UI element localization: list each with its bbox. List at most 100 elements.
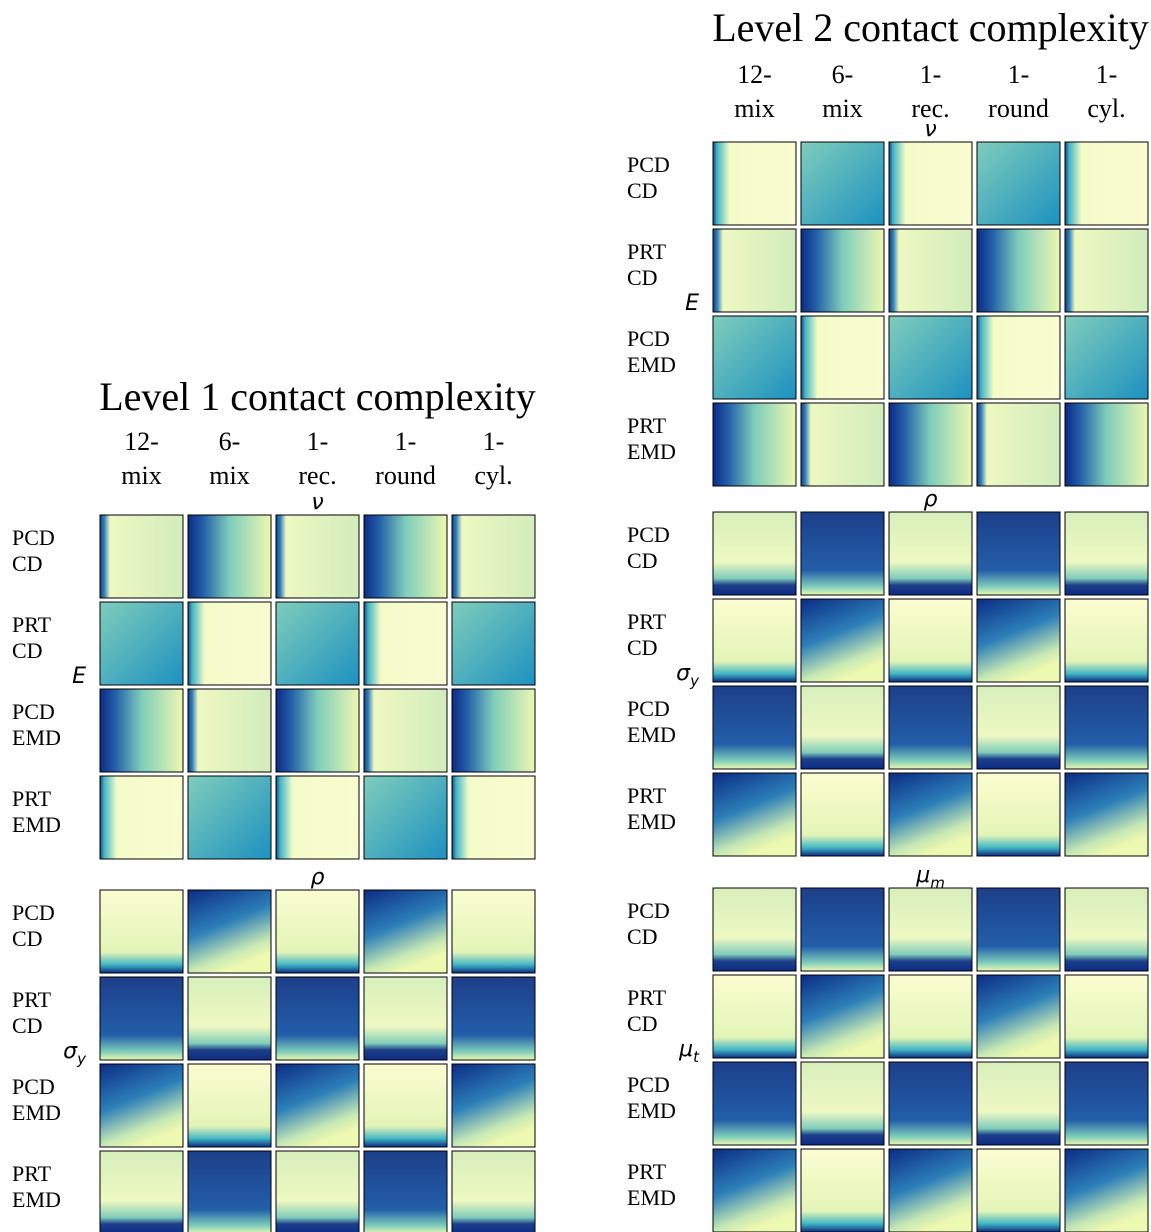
heatmap-cell (363, 688, 448, 773)
heatmap-cell (800, 511, 885, 596)
column-header: mix (121, 461, 161, 490)
heatmap-cell (363, 514, 448, 599)
y-axis-label: σy (676, 661, 700, 690)
heatmap-cell (187, 601, 272, 686)
heatmap-cell (712, 402, 797, 487)
heatmap-cell (976, 228, 1061, 313)
heatmap-cell (363, 1150, 448, 1232)
heatmap-cell (99, 1150, 184, 1232)
row-label: EMD (627, 809, 676, 834)
row-label: EMD (627, 722, 676, 747)
heatmap-cell (275, 976, 360, 1061)
heatmap-cell (712, 974, 797, 1059)
heatmap-cell (1064, 598, 1149, 683)
heatmap-cell (451, 976, 536, 1061)
row-label: PRT (627, 985, 667, 1010)
heatmap-cell (800, 228, 885, 313)
heatmap-cell (99, 889, 184, 974)
heatmap-cell (976, 974, 1061, 1059)
heatmap-cell (1064, 511, 1149, 596)
heatmap-cell (1064, 772, 1149, 857)
heatmap-cell (976, 1061, 1061, 1146)
row-label: PCD (12, 699, 55, 724)
x-axis-label-base: ρ (924, 487, 938, 512)
row-label: CD (627, 265, 658, 290)
heatmap-cell (888, 315, 973, 400)
column-header: cyl. (474, 461, 512, 490)
heatmap-cell (712, 685, 797, 770)
row-label: PCD (627, 152, 670, 177)
heatmap-cell (888, 598, 973, 683)
y-axis-label-base: σ (676, 661, 691, 686)
column-header: rec. (911, 94, 949, 123)
heatmap-cell (275, 601, 360, 686)
column-header: 1- (1096, 60, 1118, 89)
heatmap-cell (451, 688, 536, 773)
column-header: mix (209, 461, 249, 490)
y-axis-label-base: μ (678, 1037, 693, 1062)
heatmap-cell (712, 511, 797, 596)
heatmap-cell (976, 402, 1061, 487)
y-axis-label-base: σ (63, 1039, 78, 1064)
heatmap-cell (888, 685, 973, 770)
heatmap-cell (99, 688, 184, 773)
y-axis-label-base: E (685, 291, 699, 316)
heatmap-cell (888, 772, 973, 857)
y-axis-label: E (685, 291, 699, 316)
heatmap-cell (99, 601, 184, 686)
row-label: CD (627, 924, 658, 949)
heatmap-cell (976, 598, 1061, 683)
heatmap-cell (363, 1063, 448, 1148)
heatmap-cell (1064, 974, 1149, 1059)
row-label: EMD (627, 439, 676, 464)
heatmap-cell (1064, 402, 1149, 487)
heatmap-cell (976, 511, 1061, 596)
heatmap-cell (888, 887, 973, 972)
column-header: 1- (920, 60, 942, 89)
row-label: CD (627, 635, 658, 660)
heatmap-cell (1064, 1061, 1149, 1146)
heatmap-cell (888, 402, 973, 487)
row-label: PCD (627, 522, 670, 547)
column-header: 6- (832, 60, 854, 89)
heatmap-cell (275, 1150, 360, 1232)
heatmap-cell (275, 1063, 360, 1148)
row-label: PRT (12, 987, 52, 1012)
column-header: cyl. (1087, 94, 1125, 123)
heatmap-cell (800, 974, 885, 1059)
heatmap-cell (712, 315, 797, 400)
y-axis-label: E (72, 664, 86, 689)
heatmap-cell (712, 887, 797, 972)
row-label: EMD (12, 1100, 61, 1125)
y-axis-label-sub: y (689, 672, 700, 690)
heatmap-cell (275, 688, 360, 773)
row-label: PCD (627, 696, 670, 721)
heatmap-cell (800, 598, 885, 683)
heatmap-cell (1064, 141, 1149, 226)
row-label: EMD (12, 1187, 61, 1212)
row-label: PCD (12, 525, 55, 550)
y-axis-label-sub: y (76, 1050, 87, 1068)
heatmap-cell (712, 598, 797, 683)
row-label: PRT (12, 786, 52, 811)
heatmap-cell (275, 775, 360, 860)
column-header: 6- (219, 427, 241, 456)
row-label: EMD (627, 1185, 676, 1210)
heatmap-cell (451, 1150, 536, 1232)
heatmap-cell (1064, 1148, 1149, 1232)
x-axis-label: ν (924, 117, 936, 142)
row-label: PCD (627, 326, 670, 351)
heatmap-cell (800, 315, 885, 400)
column-header: mix (734, 94, 774, 123)
heatmap-cell (187, 775, 272, 860)
column-header: 1- (307, 427, 329, 456)
heatmap-cell (187, 889, 272, 974)
y-axis-label-base: E (72, 664, 86, 689)
heatmap-cell (1064, 685, 1149, 770)
heatmap-cell (712, 228, 797, 313)
heatmap-cell (187, 1063, 272, 1148)
column-header: 1- (395, 427, 417, 456)
panel-title: Level 2 contact complexity (712, 5, 1149, 50)
heatmap-cell (1064, 887, 1149, 972)
